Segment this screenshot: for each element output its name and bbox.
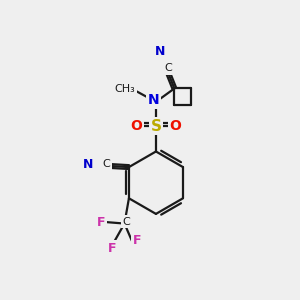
Text: C: C: [164, 63, 172, 73]
Text: C: C: [102, 159, 110, 169]
Text: F: F: [108, 242, 117, 255]
Text: N: N: [148, 93, 159, 107]
Text: F: F: [133, 234, 141, 247]
Text: C: C: [122, 217, 130, 227]
Text: N: N: [83, 158, 93, 172]
Text: F: F: [97, 216, 105, 229]
Text: CH₃: CH₃: [114, 84, 135, 94]
Text: O: O: [131, 119, 142, 133]
Text: N: N: [155, 45, 165, 58]
Text: O: O: [169, 119, 181, 133]
Text: S: S: [150, 119, 161, 134]
